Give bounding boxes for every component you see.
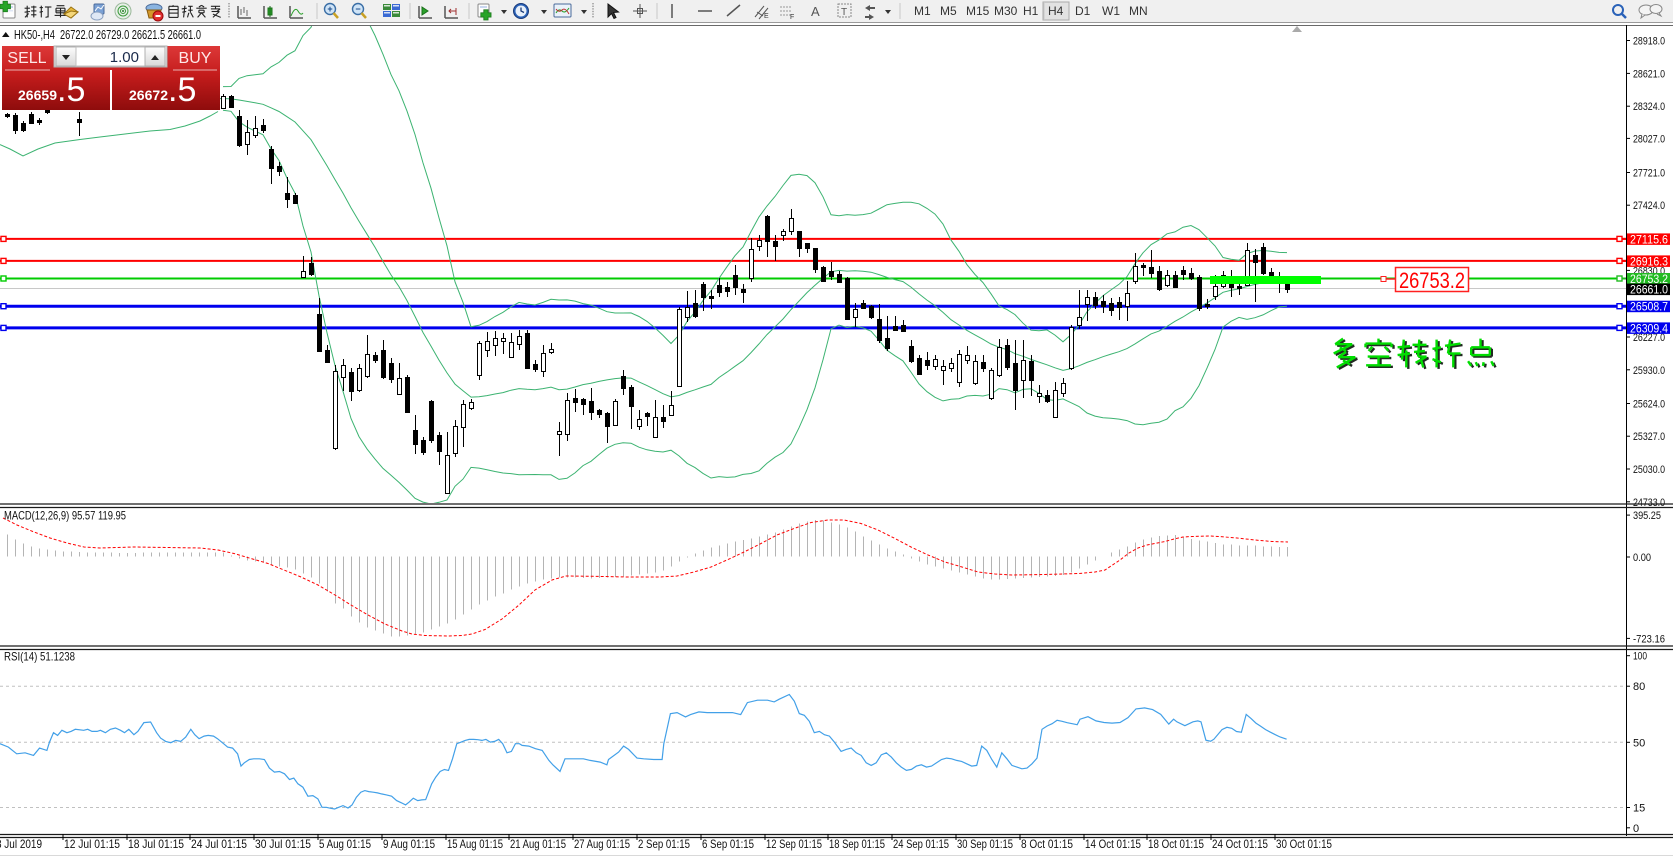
svg-text:A: A xyxy=(811,4,820,19)
svg-text:E: E xyxy=(764,13,769,20)
svg-text:26659: 26659 xyxy=(18,87,57,103)
svg-text:27424.0: 27424.0 xyxy=(1633,200,1665,212)
svg-text:25624.0: 25624.0 xyxy=(1633,399,1665,411)
svg-text:2 Sep 01:15: 2 Sep 01:15 xyxy=(638,837,690,851)
svg-text:26661.0: 26661.0 xyxy=(1630,285,1668,297)
svg-text:M30: M30 xyxy=(994,4,1018,18)
svg-text:SELL: SELL xyxy=(7,50,46,67)
svg-text:MN: MN xyxy=(1129,4,1148,18)
svg-text:26916.3: 26916.3 xyxy=(1630,256,1668,268)
svg-text:30 Sep 01:15: 30 Sep 01:15 xyxy=(957,837,1013,851)
svg-text:28918.0: 28918.0 xyxy=(1633,36,1665,48)
svg-text:25327.0: 25327.0 xyxy=(1633,431,1665,443)
svg-text:RSI(14) 51.1238: RSI(14) 51.1238 xyxy=(4,650,75,664)
svg-text:21 Aug 01:15: 21 Aug 01:15 xyxy=(510,837,566,851)
svg-text:26672: 26672 xyxy=(129,87,168,103)
svg-text:26753.2: 26753.2 xyxy=(1399,268,1465,293)
svg-text:395.25: 395.25 xyxy=(1633,510,1661,522)
svg-text:24 Oct 01:15: 24 Oct 01:15 xyxy=(1212,837,1268,851)
svg-text:26753.2: 26753.2 xyxy=(1630,274,1668,286)
svg-text:15: 15 xyxy=(1633,803,1645,815)
svg-text:-723.16: -723.16 xyxy=(1633,633,1665,645)
svg-text:27721.0: 27721.0 xyxy=(1633,168,1665,180)
svg-text:W1: W1 xyxy=(1102,4,1120,18)
svg-text:28621.0: 28621.0 xyxy=(1633,68,1665,80)
svg-text:24733.0: 24733.0 xyxy=(1633,497,1665,509)
svg-text:+: + xyxy=(327,4,332,14)
svg-text:.5: .5 xyxy=(57,71,85,109)
svg-text:30 Oct 01:15: 30 Oct 01:15 xyxy=(1276,837,1332,851)
svg-text:H4: H4 xyxy=(1048,4,1064,18)
svg-text:26309.4: 26309.4 xyxy=(1630,323,1669,335)
svg-text:−: − xyxy=(355,4,360,14)
svg-text:100: 100 xyxy=(1633,651,1647,663)
svg-text:T: T xyxy=(841,7,847,18)
svg-text:H1: H1 xyxy=(1023,4,1039,18)
svg-text:26227.0: 26227.0 xyxy=(1633,332,1665,344)
svg-text:28324.0: 28324.0 xyxy=(1633,101,1665,113)
svg-text:D1: D1 xyxy=(1075,4,1091,18)
svg-text:24 Sep 01:15: 24 Sep 01:15 xyxy=(893,837,949,851)
svg-text:M1: M1 xyxy=(914,4,931,18)
svg-text:27115.6: 27115.6 xyxy=(1630,234,1668,246)
svg-text:25930.0: 25930.0 xyxy=(1633,365,1665,377)
svg-text:.5: .5 xyxy=(168,71,196,109)
svg-text:27 Aug 01:15: 27 Aug 01:15 xyxy=(574,837,630,851)
svg-text:18 Jul 01:15: 18 Jul 01:15 xyxy=(128,837,184,851)
svg-text:18 Sep 01:15: 18 Sep 01:15 xyxy=(829,837,885,851)
svg-text:MACD(12,26,9) 95.57 119.95: MACD(12,26,9) 95.57 119.95 xyxy=(4,509,126,523)
svg-text:12 Sep 01:15: 12 Sep 01:15 xyxy=(766,837,822,851)
svg-text:F: F xyxy=(790,14,794,21)
svg-text:30 Jul 01:15: 30 Jul 01:15 xyxy=(255,837,311,851)
svg-text:M5: M5 xyxy=(940,4,957,18)
svg-text:1.00: 1.00 xyxy=(110,49,139,66)
svg-text:18 Oct 01:15: 18 Oct 01:15 xyxy=(1148,837,1204,851)
svg-text:14 Oct 01:15: 14 Oct 01:15 xyxy=(1085,837,1141,851)
svg-text:M15: M15 xyxy=(966,4,990,18)
svg-text:80: 80 xyxy=(1633,681,1645,693)
svg-text:9 Aug 01:15: 9 Aug 01:15 xyxy=(383,837,435,851)
svg-text:5 Aug 01:15: 5 Aug 01:15 xyxy=(319,837,371,851)
svg-text:25030.0: 25030.0 xyxy=(1633,464,1665,476)
svg-text:BUY: BUY xyxy=(179,50,212,67)
svg-text:0.00: 0.00 xyxy=(1633,552,1651,564)
svg-text:26508.7: 26508.7 xyxy=(1630,302,1668,314)
svg-text:8 Jul 2019: 8 Jul 2019 xyxy=(0,837,42,851)
svg-text:24 Jul 01:15: 24 Jul 01:15 xyxy=(191,837,247,851)
svg-text:50: 50 xyxy=(1633,737,1645,749)
svg-text:8 Oct 01:15: 8 Oct 01:15 xyxy=(1021,837,1073,851)
svg-text:0: 0 xyxy=(1633,823,1639,835)
svg-text:HK50-,H4: HK50-,H4 xyxy=(14,28,55,42)
svg-text:26722.0 26729.0 26621.5 26661.: 26722.0 26729.0 26621.5 26661.0 xyxy=(60,28,201,42)
svg-text:15 Aug 01:15: 15 Aug 01:15 xyxy=(447,837,503,851)
svg-text:12 Jul 01:15: 12 Jul 01:15 xyxy=(64,837,120,851)
svg-text:6 Sep 01:15: 6 Sep 01:15 xyxy=(702,837,754,851)
svg-text:28027.0: 28027.0 xyxy=(1633,133,1665,145)
